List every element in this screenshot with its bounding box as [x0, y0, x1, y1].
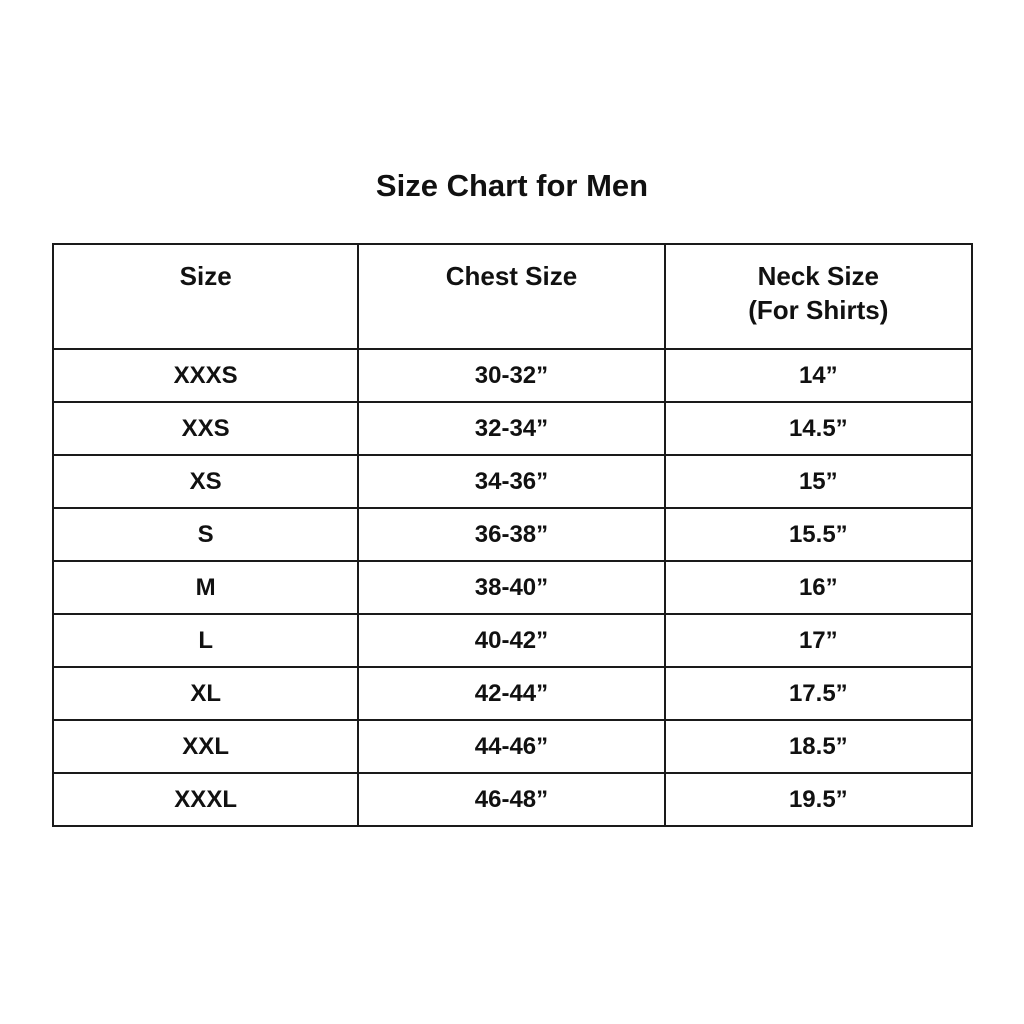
header-chest-size: Chest Size — [357, 243, 666, 350]
size-cell: M — [51, 560, 360, 615]
neck-size-cell: 15.5” — [663, 507, 974, 562]
size-cell: S — [51, 507, 360, 562]
table-row: XL 42-44” 17.5” — [51, 666, 974, 721]
size-cell: XXXS — [51, 348, 360, 403]
table-row: L 40-42” 17” — [51, 613, 974, 668]
chest-size-cell: 34-36” — [357, 454, 666, 509]
size-chart-table: Size Chest Size Neck Size (For Shirts) XX… — [51, 243, 974, 827]
neck-size-cell: 15” — [663, 454, 974, 509]
chest-size-cell: 42-44” — [357, 666, 666, 721]
table-row: XS 34-36” 15” — [51, 454, 974, 509]
chest-size-cell: 40-42” — [357, 613, 666, 668]
header-neck-size: Neck Size (For Shirts) — [663, 243, 974, 350]
size-cell: XXL — [51, 719, 360, 774]
chest-size-cell: 32-34” — [357, 401, 666, 456]
size-cell: L — [51, 613, 360, 668]
neck-size-cell: 16” — [663, 560, 974, 615]
table-row: S 36-38” 15.5” — [51, 507, 974, 562]
neck-size-cell: 18.5” — [663, 719, 974, 774]
table-row: M 38-40” 16” — [51, 560, 974, 615]
chest-size-cell: 30-32” — [357, 348, 666, 403]
table-row: XXXL 46-48” 19.5” — [51, 772, 974, 827]
table-row: XXXS 30-32” 14” — [51, 348, 974, 403]
neck-size-cell: 19.5” — [663, 772, 974, 827]
chest-size-cell: 36-38” — [357, 507, 666, 562]
neck-size-cell: 14.5” — [663, 401, 974, 456]
size-cell: XXS — [51, 401, 360, 456]
neck-size-cell: 14” — [663, 348, 974, 403]
page-title: Size Chart for Men — [375, 168, 649, 203]
table-row: XXS 32-34” 14.5” — [51, 401, 974, 456]
size-cell: XXXL — [51, 772, 360, 827]
header-size: Size — [51, 243, 360, 350]
chest-size-cell: 46-48” — [357, 772, 666, 827]
header-neck-size-note: (For Shirts) — [748, 295, 889, 325]
chest-size-cell: 44-46” — [357, 719, 666, 774]
neck-size-cell: 17” — [663, 613, 974, 668]
size-cell: XL — [51, 666, 360, 721]
neck-size-cell: 17.5” — [663, 666, 974, 721]
table-row: XXL 44-46” 18.5” — [51, 719, 974, 774]
header-neck-size-label: Neck Size — [757, 261, 880, 291]
header-row: Size Chest Size Neck Size (For Shirts) — [51, 243, 974, 350]
chest-size-cell: 38-40” — [357, 560, 666, 615]
size-cell: XS — [51, 454, 360, 509]
